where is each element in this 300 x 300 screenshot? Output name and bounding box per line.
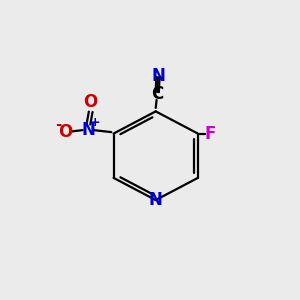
Text: N: N — [151, 67, 165, 85]
Text: N: N — [82, 121, 95, 139]
Text: O: O — [58, 122, 72, 140]
Text: F: F — [204, 124, 215, 142]
Text: C: C — [151, 85, 163, 103]
Text: O: O — [84, 93, 98, 111]
Text: +: + — [89, 116, 100, 129]
Text: N: N — [149, 191, 163, 209]
Text: -: - — [56, 117, 62, 132]
